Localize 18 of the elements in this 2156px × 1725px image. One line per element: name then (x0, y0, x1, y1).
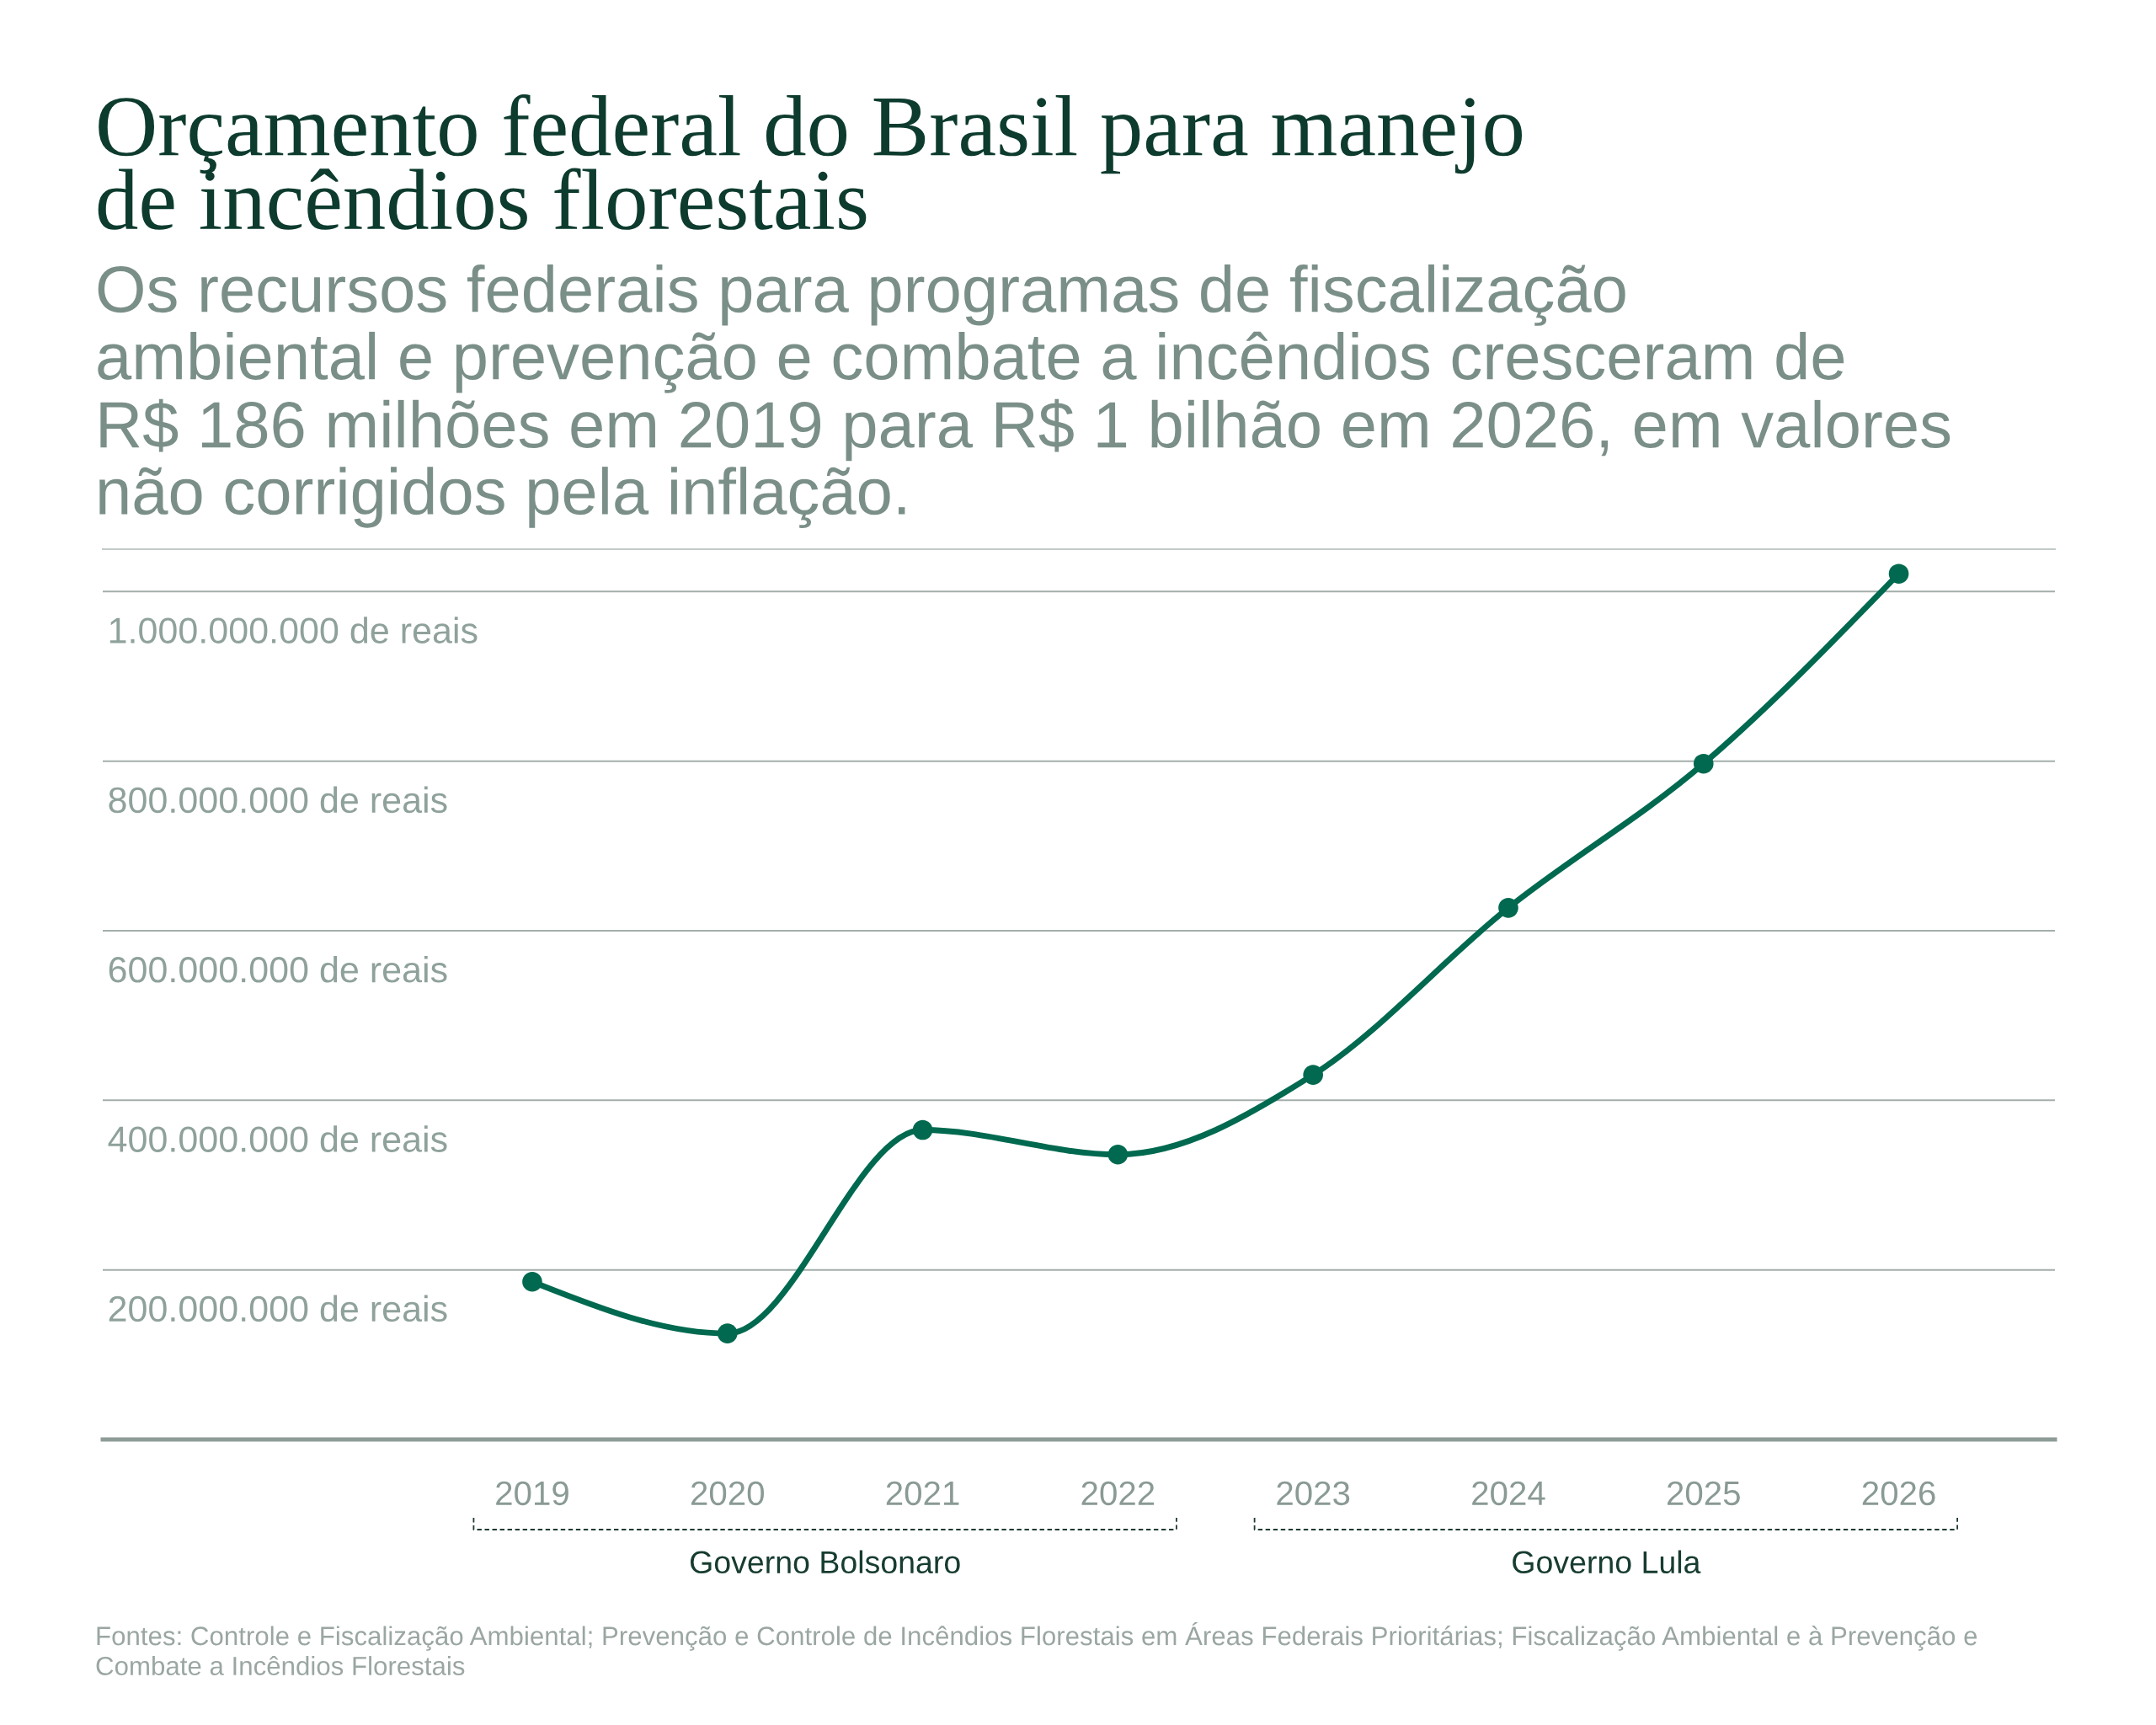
x-tick-label: 2023 (1277, 1481, 1350, 1506)
x-tick-label: 2022 (1081, 1481, 1155, 1506)
y-tick-label: 600.000.000 de reais (109, 955, 447, 983)
y-tick-label: 800.000.000 de reais (109, 786, 447, 814)
text: Governo Lula (1513, 1550, 1701, 1574)
y-tick-label: 400.000.000 de reais (108, 1125, 447, 1152)
chart-title: Orçamento federal do Brasil para manejo de incêndios florestais (98, 94, 1523, 230)
chart-subtitle: Os recursos federais para programas de fiscalização ambiental e prevenção e combate a incêndios cresceram de R$ 186 milhões em 2019 para R$ 1 bilhão em 2026, em valores não corrigidos pela inflação. (98, 264, 1951, 528)
x-tick-label: 2025 (1667, 1481, 1740, 1506)
x-tick-label: 2021 (886, 1481, 959, 1506)
x-tick-label: 2020 (691, 1481, 764, 1506)
y-tick-label: 200.000.000 de reais (109, 1295, 447, 1322)
text: Governo Bolsonaro (691, 1550, 960, 1574)
y-tick-label: 1.000.000.000 de reais (109, 617, 478, 644)
text: Fontes: Controle e Fiscalização Ambiental; Prevenção e Controle de Incêndios Florestais em Áreas Federais Prioritárias; Fiscalização Ambiental e à Prevenção e Combate a Incêndios Florestais (96, 1622, 1977, 1676)
x-tick-label: 2024 (1472, 1481, 1545, 1506)
x-tick-label: 2019 (496, 1481, 568, 1506)
x-tick-label: 2026 (1862, 1481, 1935, 1506)
